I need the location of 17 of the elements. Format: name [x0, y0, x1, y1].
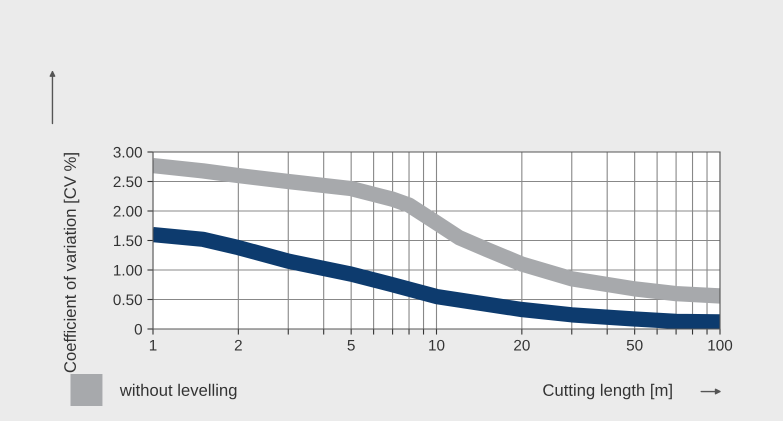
x-tick-label: 50 [626, 340, 643, 351]
x-axis-title: Cutting length [m] [543, 384, 672, 400]
y-tick-label: 0 [134, 324, 142, 335]
y-axis-title: Coefficient of variation [CV %] [64, 153, 80, 372]
y-tick-label: 0.50 [113, 294, 142, 306]
x-tick-label: 10 [429, 340, 444, 351]
y-tick-label: 2.50 [114, 176, 142, 188]
x-tick-label: 100 [708, 340, 732, 351]
x-tick-label: 20 [514, 340, 530, 351]
y-tick-label: 2.00 [114, 206, 142, 217]
y-tick-label: 3.00 [113, 146, 142, 158]
x-tick-label: 5 [348, 340, 355, 351]
y-tick-label: 1.00 [114, 264, 142, 276]
y-tick-label: 1.50 [114, 235, 142, 246]
x-tick-label: 2 [234, 340, 242, 350]
legend-label: without levelling [120, 384, 236, 400]
x-tick-label: 1 [150, 340, 157, 350]
